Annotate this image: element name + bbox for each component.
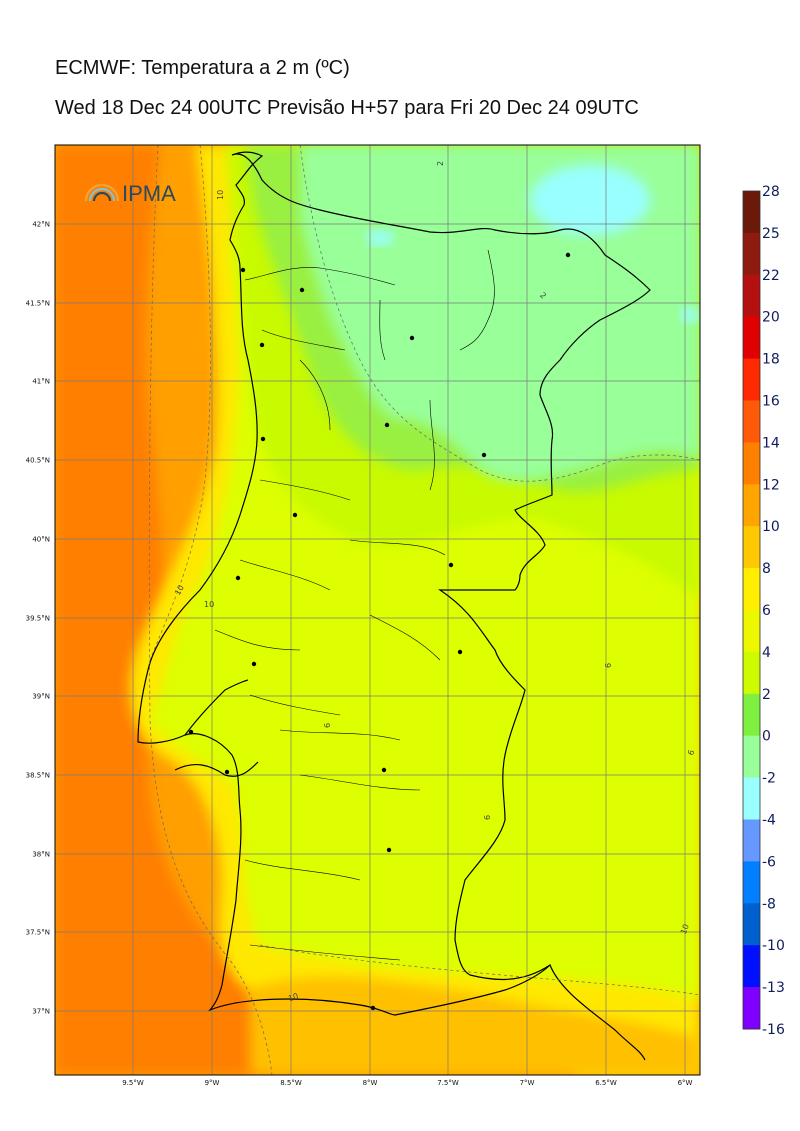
colorbar-label: -16: [762, 1022, 785, 1038]
latitude-tick-label: 40.5°N: [26, 457, 50, 465]
colorbar-swatch: [743, 651, 760, 695]
contour-label: 6: [483, 815, 492, 820]
longitude-tick-label: 6.5°W: [595, 1079, 617, 1087]
latitude-tick-label: 39.5°N: [26, 615, 50, 623]
colorbar-swatch: [743, 191, 760, 234]
longitude-tick-label: 7°W: [520, 1079, 535, 1087]
district-borders: [214, 249, 495, 961]
colorbar-label: -10: [762, 938, 785, 954]
colorbar-swatch: [743, 987, 760, 1030]
colorbar-label: -6: [762, 854, 776, 870]
longitude-tick-label: 7.5°W: [437, 1079, 459, 1087]
colorbar-label: -4: [762, 813, 776, 829]
colorbar-label: 6: [762, 603, 771, 619]
colorbar-swatch: [743, 568, 760, 611]
colorbar-swatch: [743, 274, 760, 318]
colorbar-swatch: [743, 316, 760, 360]
contour-label: 6: [323, 723, 332, 728]
longitude-tick-label: 8°W: [363, 1079, 378, 1087]
colorbar-label: 4: [762, 645, 771, 661]
latitude-axis: 42°N 41.5°N 41°N 40.5°N 40°N 39.5°N 39°N 38.5°N…: [26, 221, 50, 1016]
latitude-tick-label: 37°N: [32, 1008, 50, 1016]
contour-labels: 10 2 10 2 10 6 6 6 6 10 10: [173, 161, 696, 1004]
colorbar-label: 8: [762, 561, 771, 577]
latitude-tick-label: 38.5°N: [26, 772, 50, 780]
contour-label: 10: [204, 600, 214, 609]
latitude-tick-label: 41°N: [32, 378, 50, 386]
colorbar-label: 14: [762, 435, 780, 451]
colorbar-swatch: [743, 610, 760, 653]
longitude-tick-label: 6°W: [678, 1079, 693, 1087]
colorbar-label: -8: [762, 896, 776, 912]
latitude-tick-label: 41.5°N: [26, 300, 50, 308]
longitude-tick-label: 8.5°W: [280, 1079, 302, 1087]
city-markers: [188, 252, 571, 1011]
contour-label: 2: [436, 161, 445, 166]
contour-label: 6: [686, 749, 696, 757]
colorbar-label: -13: [762, 980, 785, 996]
colorbar-label: 20: [762, 310, 780, 326]
chart-title: ECMWF: Temperatura a 2 m (ºC): [55, 57, 350, 79]
longitude-tick-label: 9.5°W: [122, 1079, 144, 1087]
colorbar-swatch: [743, 819, 760, 862]
rainbow-arc-icon: [84, 183, 120, 202]
colorbar-swatch: [743, 484, 760, 527]
contour-label: 10: [679, 923, 691, 936]
coastline: [137, 151, 651, 1061]
longitude-tick-label: 9°W: [205, 1079, 220, 1087]
colorbar-label: 0: [762, 729, 771, 745]
colorbar-label: 2: [762, 687, 771, 703]
isotherm-contours: [148, 145, 700, 1075]
map-frame: [54, 144, 701, 1076]
colorbar-label: 28: [762, 184, 780, 200]
latitude-tick-label: 39°N: [32, 693, 50, 701]
colorbar-swatch: [743, 777, 760, 820]
contour-label: 2: [538, 291, 548, 301]
colorbar-label: 22: [762, 268, 780, 284]
latitude-tick-label: 42°N: [32, 221, 50, 229]
colorbar-swatch: [743, 232, 760, 276]
colorbar-swatch: [743, 735, 760, 779]
colorbar-label: 10: [762, 519, 780, 535]
colorbar-label: 16: [762, 394, 780, 410]
logo-text: IPMA: [122, 181, 176, 206]
colorbar-swatch: [743, 526, 760, 569]
colorbar-swatch: [743, 861, 760, 904]
longitude-axis: 9.5°W 9°W 8.5°W 8°W 7.5°W 7°W 6.5°W 6°W: [122, 1079, 692, 1087]
chart-subtitle: Wed 18 Dec 24 00UTC Previsão H+57 para F…: [55, 97, 639, 119]
colorbar-swatch: [743, 693, 760, 737]
graticule: [55, 145, 700, 1075]
contour-label: 10: [216, 190, 225, 200]
colorbar-swatch: [743, 442, 760, 485]
colorbar-label: 25: [762, 226, 780, 242]
colorbar-label: 18: [762, 352, 780, 368]
colorbar-label: -2: [762, 771, 776, 787]
latitude-tick-label: 37.5°N: [26, 929, 50, 937]
temperature-field: [55, 145, 700, 1075]
contour-label: 6: [604, 663, 613, 668]
latitude-tick-label: 40°N: [32, 536, 50, 544]
latitude-tick-label: 38°N: [32, 851, 50, 859]
colorbar-label: 12: [762, 477, 780, 493]
colorbar-swatch: [743, 903, 760, 946]
colorbar-swatch: [743, 400, 760, 443]
colorbar-swatch: [743, 945, 760, 988]
contour-label: 10: [287, 991, 300, 1003]
colorbar-swatch: [743, 358, 760, 401]
colorbar-frame: [742, 190, 761, 1030]
ipma-logo: IPMA: [84, 181, 176, 206]
contour-label: 10: [173, 584, 186, 597]
